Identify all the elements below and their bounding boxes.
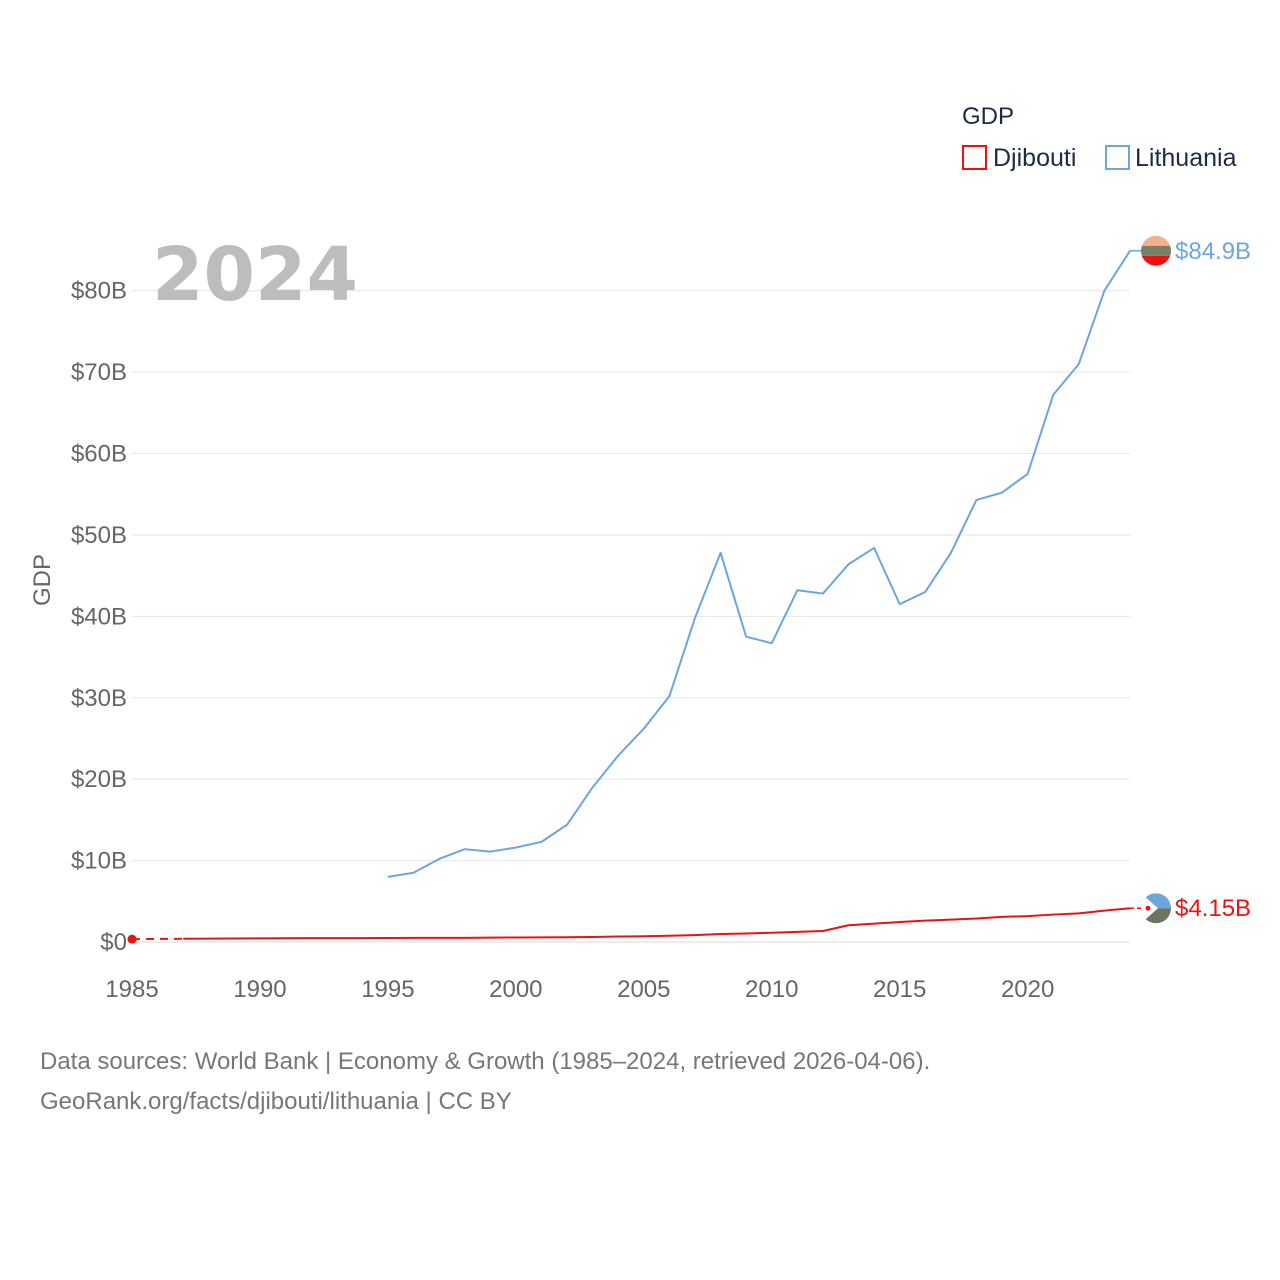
- x-tick-label: 2015: [873, 976, 926, 1003]
- y-axis-ticks: $0 $10B $20B $30B $40B $50B $60B $70B $80B: [71, 278, 127, 956]
- year-label: 2024: [152, 232, 358, 318]
- series-start-point-djibouti: [127, 934, 137, 944]
- legend-title: GDP: [962, 103, 1014, 130]
- series-line-djibouti: [183, 907, 1131, 940]
- y-tick-label: $20B: [71, 766, 127, 793]
- y-tick-label: $30B: [71, 685, 127, 712]
- x-tick-label: 2005: [617, 976, 670, 1003]
- gdp-line-chart: $0$10B$20B$30B$40B$50B$60B$70B$80B 1985 1…: [29, 103, 1251, 1003]
- end-value-label-djibouti: $4.15B: [1175, 895, 1251, 922]
- y-axis-title: GDP: [29, 554, 56, 606]
- legend-swatch-djibouti: [962, 145, 987, 170]
- x-tick-label: 1990: [233, 976, 286, 1003]
- y-tick-label: $60B: [71, 441, 127, 468]
- y-tick-label: $0: [100, 929, 127, 956]
- gridlines: [132, 290, 1130, 943]
- legend[interactable]: GDP Djibouti Lithuania: [962, 103, 1237, 172]
- x-tick-label: 2020: [1001, 976, 1054, 1003]
- lithuania-flag-icon: [1141, 235, 1171, 266]
- x-tick-label: 2000: [489, 976, 542, 1003]
- legend-label-djibouti: Djibouti: [993, 144, 1076, 172]
- y-tick-label: $40B: [71, 603, 127, 630]
- y-tick-label: $80B: [71, 278, 127, 305]
- x-tick-label: 1985: [105, 976, 158, 1003]
- y-tick-label: $70B: [71, 359, 127, 386]
- series-end-markers: $4.15B $84.9B: [1130, 235, 1251, 924]
- djibouti-flag-icon: [1141, 893, 1171, 924]
- data-source-note: Data sources: World Bank | Economy & Gro…: [40, 1048, 931, 1075]
- series-line-lithuania: [387, 250, 1131, 878]
- x-tick-label: 1995: [361, 976, 414, 1003]
- end-value-label-lithuania: $84.9B: [1175, 238, 1251, 265]
- x-tick-label: 2010: [745, 976, 798, 1003]
- legend-label-lithuania: Lithuania: [1135, 144, 1237, 172]
- legend-item-lithuania[interactable]: Lithuania: [1105, 144, 1237, 172]
- x-axis-ticks: 1985 1990 1995 2000 2005 2010 2015 2020: [105, 976, 1054, 1003]
- y-tick-label: $50B: [71, 522, 127, 549]
- series-lines: [127, 250, 1131, 944]
- legend-item-djibouti[interactable]: Djibouti: [962, 144, 1076, 172]
- legend-swatch-lithuania: [1105, 145, 1130, 170]
- y-tick-label: $10B: [71, 848, 127, 875]
- footer: Data sources: World Bank | Economy & Gro…: [40, 1042, 930, 1122]
- source-url: GeoRank.org/facts/djibouti/lithuania | C…: [40, 1088, 512, 1115]
